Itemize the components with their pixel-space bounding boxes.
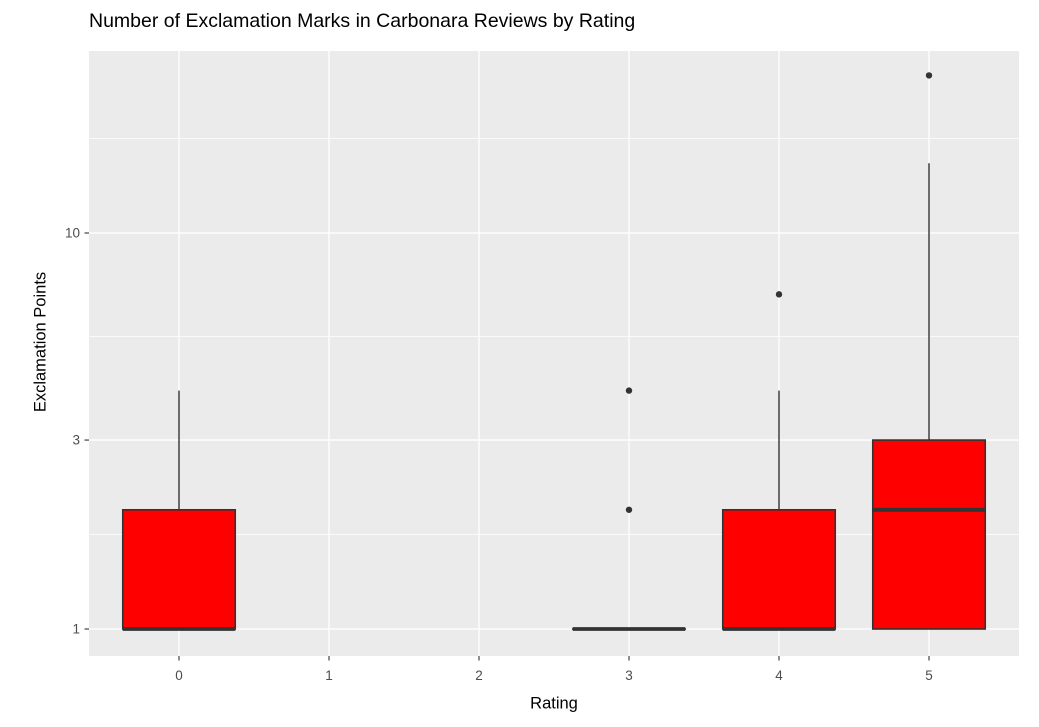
panel-background	[89, 51, 1019, 656]
box	[721, 508, 837, 630]
outlier-point	[625, 506, 633, 513]
x-tick-label: 5	[925, 668, 933, 683]
box	[121, 508, 237, 630]
box	[871, 439, 987, 630]
x-tick-label: 2	[475, 668, 483, 683]
y-tick-label: 3	[72, 433, 80, 448]
y-tick-label: 10	[65, 226, 80, 241]
x-axis-title: Rating	[530, 694, 578, 713]
y-tick-label: 1	[72, 622, 80, 637]
outlier-point	[775, 291, 783, 298]
x-tick-label: 1	[325, 668, 333, 683]
outlier-point	[925, 72, 933, 79]
x-tick-label: 3	[625, 668, 633, 683]
chart-title: Number of Exclamation Marks in Carbonara…	[89, 10, 636, 32]
outlier-point	[625, 387, 633, 394]
x-tick-label: 4	[775, 668, 783, 683]
y-axis-title: Exclamation Points	[31, 271, 50, 413]
x-tick-label: 0	[175, 668, 183, 683]
